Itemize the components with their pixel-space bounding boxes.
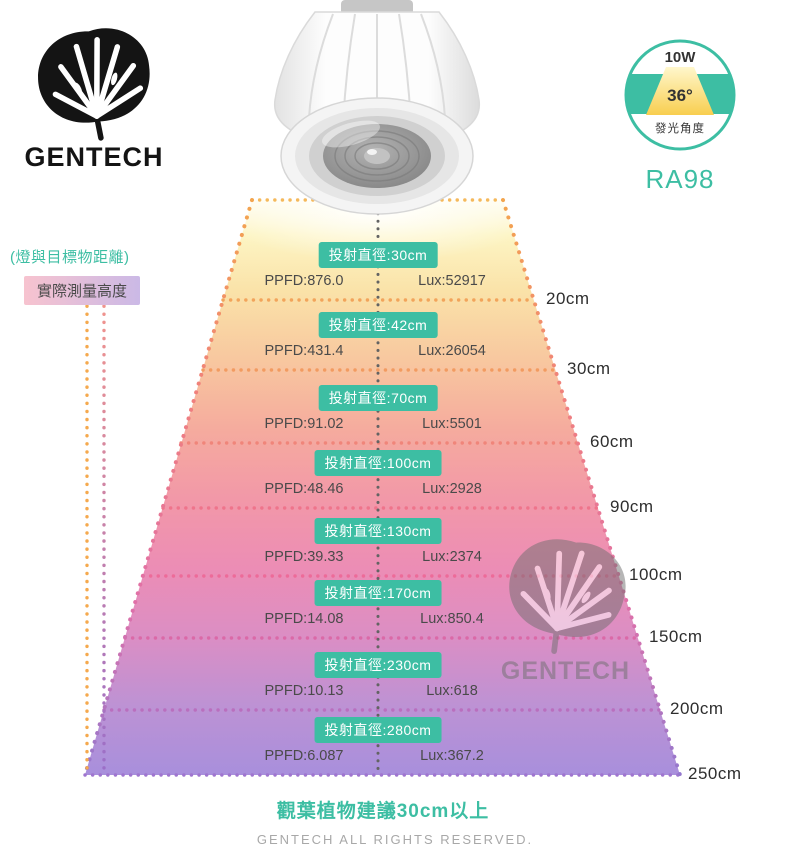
- lux-value: Lux:618: [426, 683, 478, 699]
- watermark-text: GENTECH: [500, 657, 631, 685]
- projection-diameter-badge: 投射直徑:100cm: [314, 450, 442, 476]
- projection-diameter-badge: 投射直徑:230cm: [314, 652, 442, 678]
- cone-edge-right: [501, 198, 682, 777]
- legend-distance-label: (燈與目標物距離): [10, 249, 130, 266]
- ppfd-value: PPFD:14.08: [264, 611, 344, 627]
- projection-diameter-badge: 投射直徑:170cm: [314, 580, 442, 606]
- distance-label: 150cm: [649, 627, 703, 646]
- beam-angle-label: 發光角度: [655, 123, 705, 135]
- projection-diameter-badge: 投射直徑:70cm: [318, 385, 438, 411]
- spec-badge: 10W 36° 發光角度: [621, 36, 739, 154]
- ppfd-value: PPFD:6.087: [264, 748, 344, 764]
- distance-label: 90cm: [610, 497, 654, 516]
- wattage-value: 10W: [664, 49, 696, 66]
- ppfd-value: PPFD:91.02: [264, 416, 344, 432]
- copyright-text: GENTECH ALL RIGHTS RESERVED.: [256, 832, 534, 847]
- ppfd-value: PPFD:876.0: [264, 273, 344, 289]
- distance-label: 100cm: [629, 565, 683, 584]
- brand-logo-text: GENTECH: [24, 142, 164, 172]
- spec-badge-graphic: [624, 39, 736, 151]
- projection-diameter-badge: 投射直徑:30cm: [318, 242, 438, 268]
- legend-height-label: 實際測量高度: [24, 276, 141, 305]
- distance-label: 200cm: [670, 699, 724, 718]
- watermark: GENTECH: [478, 530, 653, 686]
- distance-label: 60cm: [590, 432, 634, 451]
- cone-fill: [85, 200, 680, 775]
- ppfd-value: PPFD:10.13: [264, 683, 344, 699]
- lux-value: Lux:850.4: [420, 611, 484, 627]
- projection-diameter-badge: 投射直徑:130cm: [314, 518, 442, 544]
- cone-edge-left: [83, 198, 254, 777]
- beam-cone-icon: [646, 67, 714, 115]
- recommendation-text: 觀葉植物建議30cm以上: [276, 801, 490, 822]
- ppfd-value: PPFD:39.33: [264, 549, 344, 565]
- lux-value: Lux:5501: [422, 416, 482, 432]
- projection-diameter-badge: 投射直徑:280cm: [314, 717, 442, 743]
- brand-leaf-icon: [22, 13, 166, 148]
- ppfd-value: PPFD:48.46: [264, 481, 344, 497]
- cri-value: RA98: [645, 164, 715, 194]
- lux-value: Lux:367.2: [420, 748, 484, 764]
- lux-value: Lux:52917: [418, 273, 486, 289]
- watermark-leaf-icon: [486, 517, 644, 668]
- led-bulb-image: [274, 0, 480, 215]
- distance-label: 30cm: [567, 359, 611, 378]
- beam-angle-value: 36°: [667, 86, 693, 105]
- projection-diameter-badge: 投射直徑:42cm: [318, 312, 438, 338]
- distance-label: 250cm: [688, 764, 742, 783]
- ppfd-value: PPFD:431.4: [264, 343, 344, 359]
- distance-label: 20cm: [546, 289, 590, 308]
- lux-value: Lux:2374: [422, 549, 482, 565]
- lux-value: Lux:2928: [422, 481, 482, 497]
- lux-value: Lux:26054: [418, 343, 486, 359]
